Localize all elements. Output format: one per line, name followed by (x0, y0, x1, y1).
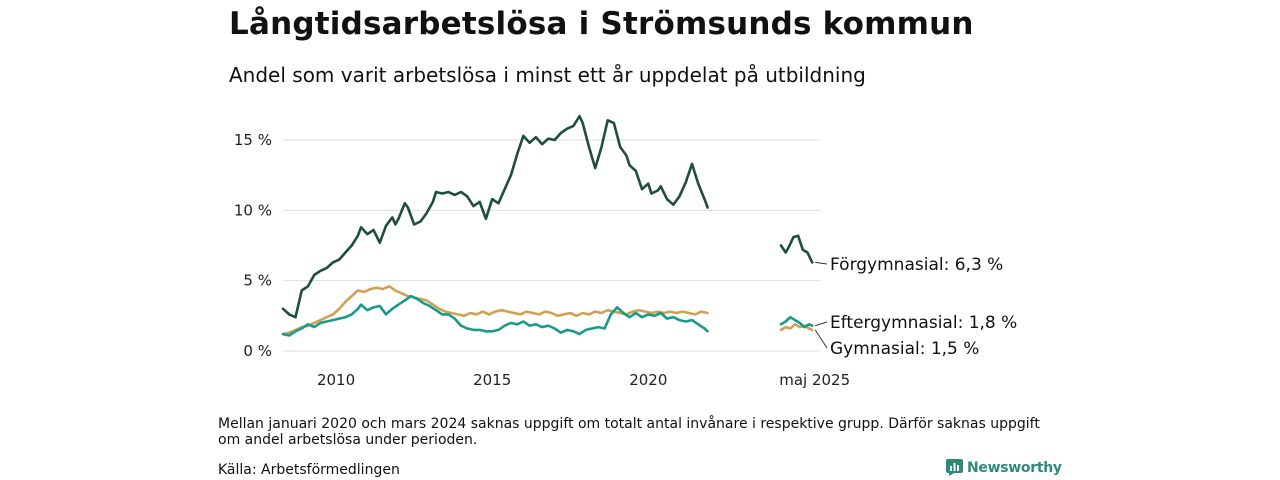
end-label-gymnasial: Gymnasial: 1,5 % (830, 339, 979, 359)
y-tick-label: 10 % (234, 201, 272, 219)
brand-name: Newsworthy (967, 459, 1062, 476)
line-chart: 0 % 5 % 10 % 15 % 2010 2015 2020 maj 2025 Förg… (234, 114, 1017, 389)
series-line-gymnasial (281, 285, 709, 336)
chart-title: Långtidsarbetslösa i Strömsunds kommun (229, 6, 974, 42)
series-line-eftergymnasial (281, 294, 709, 337)
series-line-gymnasial (779, 323, 814, 332)
grid-lines (283, 139, 820, 352)
newsworthy-logo: Newsworthy (946, 459, 1062, 476)
end-label-forgymnasial: Förgymnasial: 6,3 % (830, 255, 1003, 275)
x-tick-label: 2020 (629, 371, 667, 389)
y-tick-label: 0 % (243, 342, 272, 360)
chart-source: Källa: Arbetsförmedlingen (218, 462, 400, 478)
chart-footnote: Mellan januari 2020 och mars 2024 saknas… (218, 416, 1040, 448)
y-axis-ticks: 0 % 5 % 10 % 15 % (234, 131, 272, 360)
x-tick-label: maj 2025 (779, 371, 850, 389)
series-line-forgymnasial (281, 114, 709, 319)
x-tick-label: 2015 (473, 371, 511, 389)
series-lines (281, 114, 814, 337)
series-line-eftergymnasial (779, 315, 814, 329)
bar-chart-icon (946, 459, 963, 476)
label-leader-line (814, 329, 828, 349)
x-tick-label: 2010 (317, 371, 355, 389)
label-leader-line (815, 321, 828, 327)
end-label-eftergymnasial: Eftergymnasial: 1,8 % (830, 313, 1017, 333)
series-line-forgymnasial (779, 234, 814, 264)
end-labels: Förgymnasial: 6,3 % Eftergymnasial: 1,8 %… (814, 255, 1017, 359)
label-leader-line (815, 261, 828, 265)
y-tick-label: 15 % (234, 131, 272, 149)
chart-subtitle: Andel som varit arbetslösa i minst ett å… (229, 63, 866, 87)
y-tick-label: 5 % (243, 272, 272, 290)
x-axis-ticks: 2010 2015 2020 maj 2025 (317, 371, 850, 389)
